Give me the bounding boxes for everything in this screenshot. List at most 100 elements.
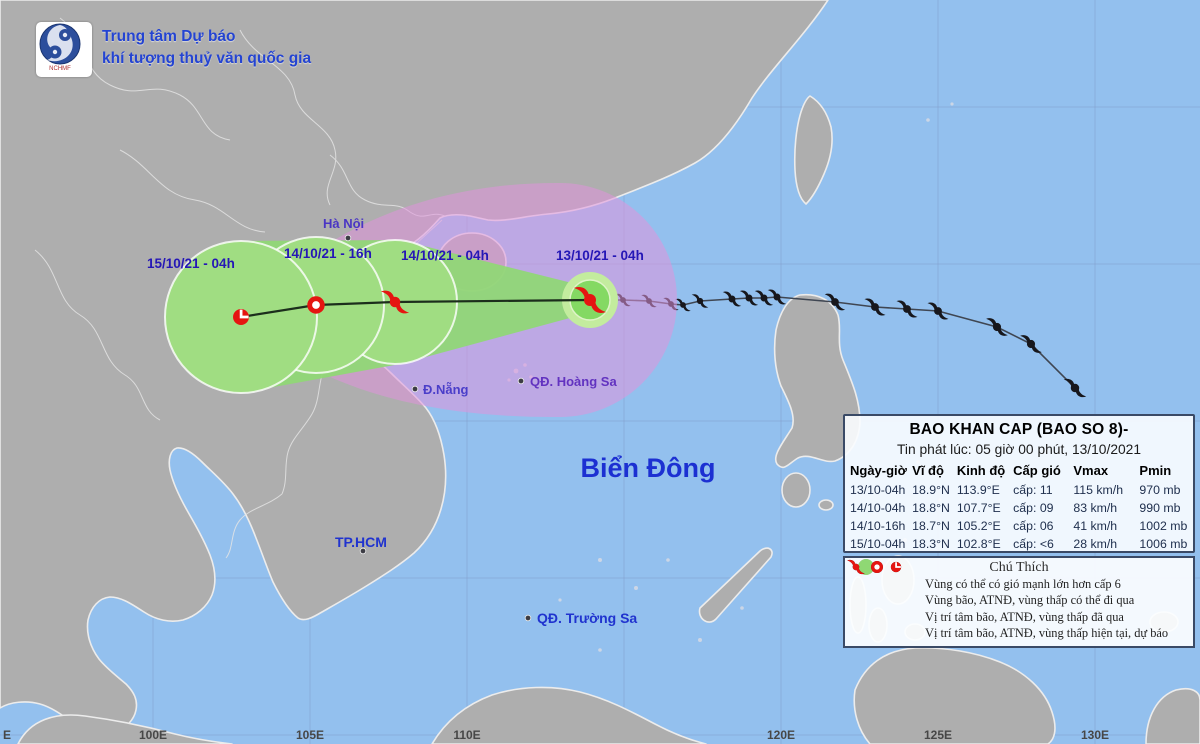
table-cell: 14/10-04h — [850, 501, 906, 515]
past-typhoon-icon — [722, 291, 742, 307]
sea-name-label: Biển Đông — [581, 453, 716, 483]
current-typhoon-icon — [574, 287, 606, 313]
place-label: QĐ. Hoàng Sa — [530, 374, 617, 389]
table-cell: 18.9°N — [912, 483, 950, 497]
table-cell: 107.7°E — [956, 501, 1001, 515]
table-cell: 105.2°E — [956, 519, 1001, 533]
lon-label: 105E — [296, 728, 324, 742]
island-taiwan — [793, 95, 833, 205]
table-cell: 83 km/h — [1073, 501, 1118, 515]
past-typhoon-icon — [754, 290, 774, 306]
past-typhoon-icon — [675, 298, 691, 312]
storm-table-row: 15/10-04h 18.3°N 102.8°E cấp: <6 28 km/h 1006… — [850, 535, 1188, 553]
column-header: Vĩ độ — [912, 463, 944, 478]
legend-item: Vùng bão, ATNĐ, vùng thấp có thể đi qua — [845, 559, 1193, 610]
past-typhoon-icon — [986, 318, 1008, 336]
table-cell: 102.8°E — [956, 537, 1001, 551]
lon-label: E — [3, 728, 11, 742]
agency-title-line2: khí tượng thuỷ văn quốc gia — [102, 50, 312, 67]
column-header: Vmax — [1073, 463, 1109, 478]
legend-title: Chú Thích — [989, 560, 1049, 575]
forecast-low-icon — [233, 309, 249, 325]
place-label: TP.HCM — [335, 534, 387, 550]
storm-table-row: 14/10-16h 18.7°N 105.2°E cấp: 06 41 km/h 1002… — [850, 517, 1188, 535]
map-labels: 13/10/21 - 04h 14/10/21 - 04h 14/10/21 - 1… — [3, 216, 1109, 742]
island-palawan — [698, 547, 773, 623]
place-marker — [359, 547, 367, 555]
column-header: Pmin — [1139, 463, 1172, 478]
legend-panel: Chú Thích Vùng có thể có gió mạnh lớn hơ… — [843, 556, 1195, 648]
table-cell: 18.3°N — [912, 537, 950, 551]
legend-item: Vùng có thể có gió mạnh lớn hơn cấp 6 — [845, 559, 1193, 593]
past-typhoon-icon — [739, 290, 759, 306]
island-luzon — [773, 293, 861, 469]
legend-depression-glyph — [871, 561, 883, 573]
island-borneo — [431, 686, 707, 744]
table-cell: cấp: 09 — [1013, 501, 1054, 515]
legend-label: Vùng bão, ATNĐ, vùng thấp có thể đi qua — [925, 593, 1135, 608]
table-cell: 113.9°E — [956, 483, 1000, 497]
forecast-typhoon-icon — [380, 290, 410, 314]
lon-label: 100E — [139, 728, 167, 742]
agency-title-line1: Trung tâm Dự báo — [102, 28, 236, 45]
legend-rows: Vùng có thể có gió mạnh lớn hơn cấp 6 Vùn… — [845, 559, 1193, 643]
table-cell: 970 mb — [1139, 483, 1181, 497]
place-label: Hà Nội — [323, 216, 364, 231]
storm-title: BAO KHAN CAP (BAO SO 8)- — [909, 421, 1129, 438]
table-cell: 18.8°N — [912, 501, 950, 515]
table-cell: 18.7°N — [912, 519, 950, 533]
storm-table-row: 13/10-04h 18.9°N 113.9°E cấp: 11 115 km/h 970… — [850, 481, 1188, 499]
legend-label: Vị trí tâm bão, ATNĐ, vùng thấp hiện tại… — [925, 626, 1169, 641]
lon-label: 130E — [1081, 728, 1109, 742]
storm-symbols — [233, 287, 606, 325]
past-typhoon-icon — [927, 302, 949, 320]
table-cell: 14/10-16h — [850, 519, 906, 533]
track-time-label: 13/10/21 - 04h — [556, 248, 644, 263]
table-cell: 1006 mb — [1139, 537, 1188, 551]
place-label: Đ.Nẵng — [423, 382, 469, 397]
island-mindoro — [781, 472, 811, 508]
island — [818, 499, 834, 511]
green-zone-dot-icon — [858, 559, 874, 575]
legend-low-glyph — [890, 561, 902, 573]
nchmf-emblem-icon: NCHMF — [39, 23, 81, 72]
table-cell: 41 km/h — [1073, 519, 1118, 533]
forecast-depression-icon — [307, 296, 325, 314]
legend-label: Vùng có thể có gió mạnh lớn hơn cấp 6 — [925, 576, 1121, 591]
place-marker — [524, 614, 532, 622]
column-header: Kinh độ — [956, 463, 1006, 478]
track-time-label: 14/10/21 - 16h — [284, 246, 372, 261]
past-typhoon-icon — [896, 300, 918, 318]
current-symbols-icon — [847, 559, 902, 575]
lon-label: 110E — [453, 728, 480, 742]
past-typhoon-icon — [864, 298, 886, 316]
place-marker — [344, 234, 352, 242]
legend-item: Vị trí tâm bão, ATNĐ, vùng thấp hiện tại… — [845, 559, 1193, 643]
legend-item: Vị trí tâm bão, ATNĐ, vùng thấp đã qua — [845, 559, 1193, 626]
table-cell: 13/10-04h — [850, 483, 906, 497]
place-label: QĐ. Trường Sa — [537, 610, 637, 626]
table-cell: cấp: <6 — [1013, 537, 1054, 551]
issued-time: Tin phát lúc: 05 giờ 00 phút, 13/10/2021 — [896, 442, 1142, 457]
past-typhoon-icon — [824, 293, 846, 311]
place-marker — [411, 385, 419, 393]
lon-label: 125E — [924, 728, 952, 742]
table-cell: 115 km/h — [1073, 483, 1124, 497]
table-cell: 990 mb — [1139, 501, 1181, 515]
svg-text:NCHMF: NCHMF — [49, 66, 71, 72]
forecast-track-line — [240, 298, 591, 319]
track-time-label: 15/10/21 - 04h — [147, 256, 235, 271]
table-cell: 28 km/h — [1073, 537, 1118, 551]
past-typhoon-icon — [767, 289, 787, 305]
legend-label: Vị trí tâm bão, ATNĐ, vùng thấp đã qua — [925, 609, 1124, 624]
column-header: Cấp gió — [1013, 463, 1061, 478]
table-cell: cấp: 06 — [1013, 519, 1054, 533]
table-cell: 1002 mb — [1139, 519, 1188, 533]
storm-table: Ngày-giờ Vĩ độ Kinh độ Cấp gió Vmax Pmin 13/10… — [845, 461, 1193, 553]
past-typhoon-icon — [1020, 335, 1042, 353]
storm-info-panel: BAO KHAN CAP (BAO SO 8)- Tin phát lúc: 0… — [843, 414, 1195, 553]
place-marker — [517, 377, 525, 385]
island-sumatra — [17, 714, 233, 744]
